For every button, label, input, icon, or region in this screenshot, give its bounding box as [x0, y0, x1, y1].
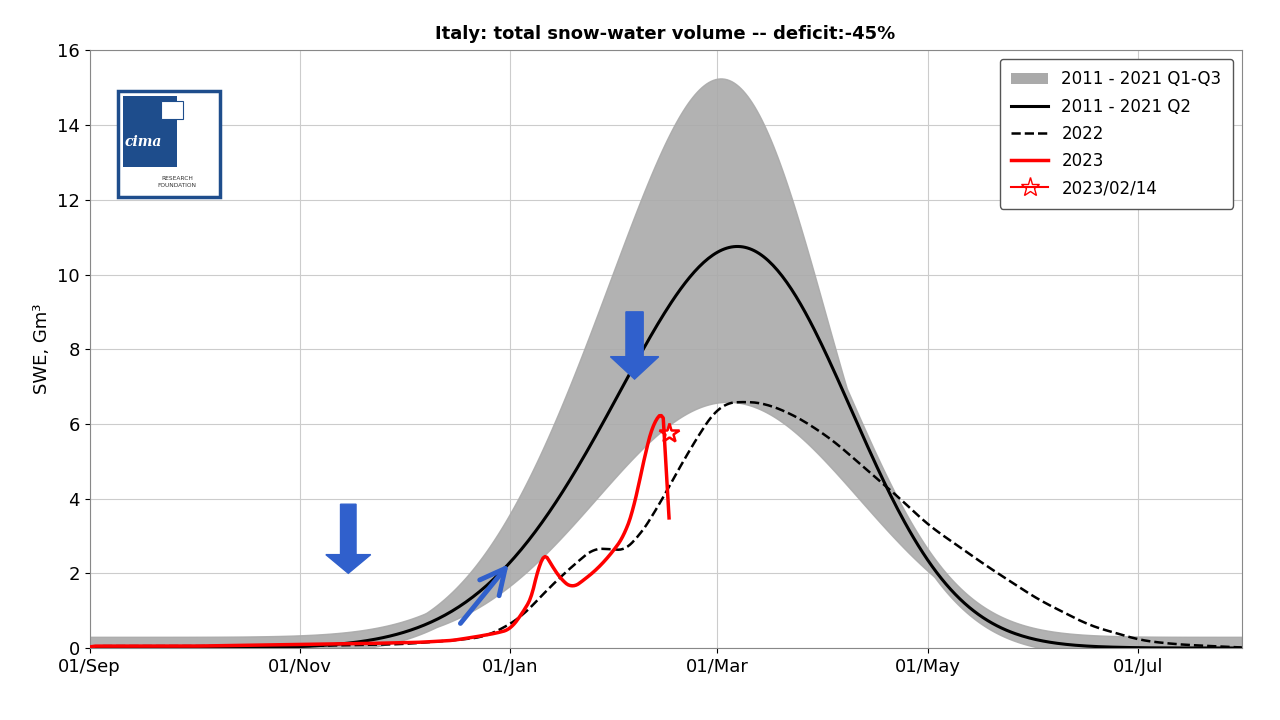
Legend: 2011 - 2021 Q1-Q3, 2011 - 2021 Q2, 2022, 2023, 2023/02/14: 2011 - 2021 Q1-Q3, 2011 - 2021 Q2, 2022,… — [1000, 59, 1233, 209]
Y-axis label: SWE, Gm³: SWE, Gm³ — [33, 304, 51, 395]
FancyArrow shape — [611, 312, 659, 379]
Title: Italy: total snow-water volume -- deficit:-45%: Italy: total snow-water volume -- defici… — [435, 25, 896, 43]
FancyBboxPatch shape — [161, 102, 183, 119]
Text: cima: cima — [125, 135, 163, 149]
FancyBboxPatch shape — [119, 91, 220, 197]
Text: RESEARCH
FOUNDATION: RESEARCH FOUNDATION — [157, 176, 197, 188]
FancyBboxPatch shape — [123, 96, 177, 167]
FancyArrow shape — [326, 504, 371, 573]
